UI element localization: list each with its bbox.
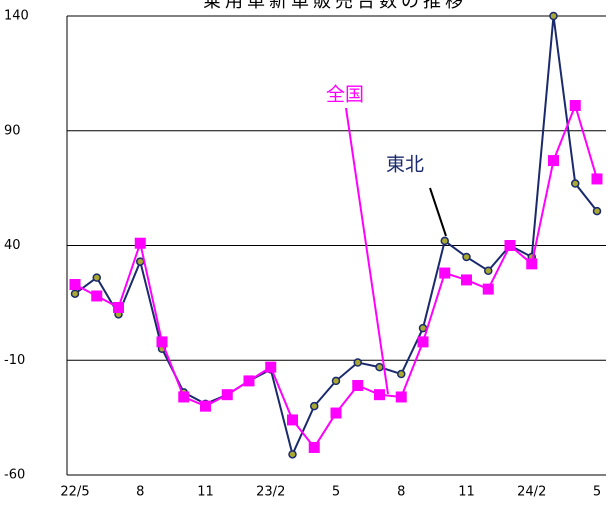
point bbox=[484, 266, 493, 275]
x-tick-label: 11 bbox=[197, 485, 214, 500]
point bbox=[439, 267, 451, 279]
point bbox=[569, 100, 581, 112]
point bbox=[92, 273, 101, 282]
point bbox=[417, 336, 429, 348]
point bbox=[352, 379, 364, 391]
y-tick-label: -10 bbox=[4, 353, 25, 368]
series-line bbox=[74, 102, 598, 450]
point bbox=[374, 389, 385, 401]
point bbox=[69, 279, 81, 291]
point bbox=[331, 376, 341, 386]
point bbox=[504, 240, 516, 251]
series-label: 東北 bbox=[386, 154, 424, 176]
point bbox=[134, 237, 146, 249]
point bbox=[461, 274, 472, 286]
point bbox=[156, 336, 168, 348]
point bbox=[395, 391, 407, 403]
y-tick-label: 90 bbox=[4, 123, 21, 138]
x-tick-label: 24/2 bbox=[517, 485, 546, 500]
series-label: 全国 bbox=[326, 84, 364, 106]
point bbox=[591, 173, 603, 185]
point bbox=[308, 441, 320, 453]
x-tick-label: 8 bbox=[397, 485, 405, 500]
x-tick-label: 22/5 bbox=[60, 485, 89, 500]
point bbox=[287, 414, 298, 426]
point bbox=[200, 400, 211, 412]
point bbox=[482, 283, 494, 295]
y-tick-label: 140 bbox=[4, 9, 29, 24]
point bbox=[221, 389, 233, 401]
point bbox=[91, 290, 103, 302]
chart-title: 乗用車新車販売台数の推移 bbox=[203, 0, 467, 12]
point bbox=[548, 155, 559, 167]
point bbox=[353, 358, 362, 367]
point bbox=[265, 361, 277, 373]
point bbox=[288, 450, 297, 459]
point bbox=[440, 236, 449, 246]
y-tick-label: 40 bbox=[4, 238, 21, 253]
point bbox=[136, 257, 145, 266]
point bbox=[243, 375, 255, 387]
point bbox=[113, 301, 124, 313]
x-tick-label: 8 bbox=[136, 485, 144, 500]
pointer bbox=[429, 187, 447, 237]
point bbox=[549, 11, 558, 21]
point bbox=[375, 362, 384, 372]
point bbox=[418, 323, 428, 333]
x-tick-label: 5 bbox=[332, 485, 340, 500]
x-tick-label: 5 bbox=[593, 485, 601, 500]
point bbox=[526, 258, 538, 270]
point bbox=[310, 401, 319, 411]
point bbox=[70, 289, 80, 298]
point bbox=[462, 252, 471, 262]
x-tick-label: 23/2 bbox=[256, 485, 285, 500]
y-tick-label: -60 bbox=[4, 468, 25, 483]
point bbox=[397, 369, 406, 379]
point bbox=[330, 407, 342, 419]
point bbox=[592, 206, 602, 216]
pointer bbox=[345, 107, 389, 395]
x-tick-label: 11 bbox=[458, 485, 475, 500]
point bbox=[178, 391, 190, 403]
series-line bbox=[74, 15, 598, 458]
point bbox=[571, 179, 580, 188]
